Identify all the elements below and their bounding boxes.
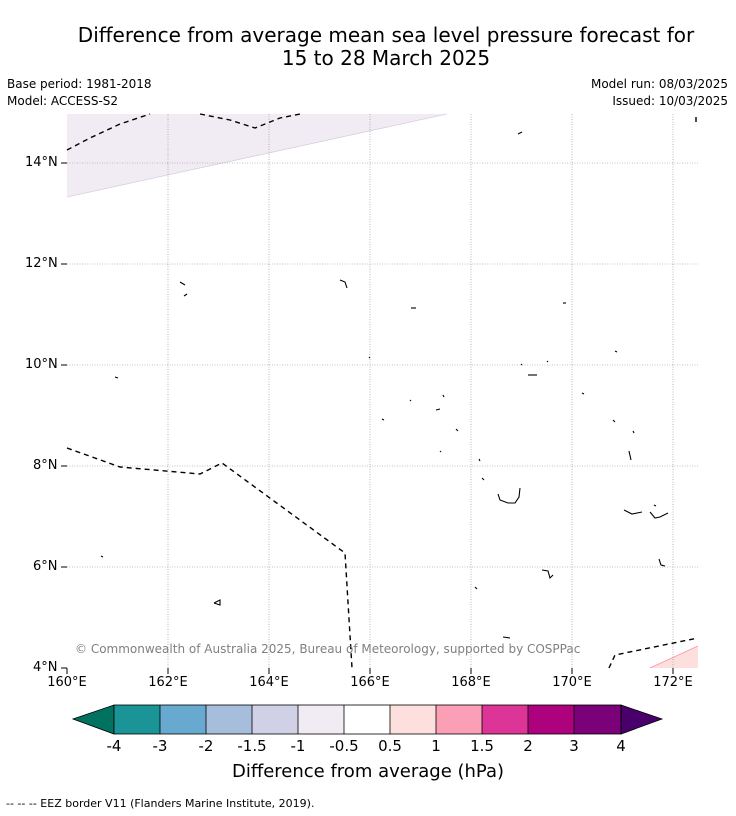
colorbar-high-extend xyxy=(620,704,664,735)
colorbar-tick-label: 1.5 xyxy=(470,737,494,755)
title-line-1: Difference from average mean sea level p… xyxy=(77,23,695,47)
colorbar-segment xyxy=(436,705,482,734)
colorbar-tick-label: -3 xyxy=(152,737,168,755)
title-line-2: 15 to 28 March 2025 xyxy=(281,46,491,70)
colorbar-segment xyxy=(528,705,574,734)
colorbar-tick-label: -2 xyxy=(198,737,214,755)
colorbar-tick-label: -4 xyxy=(106,737,122,755)
lon-tick-label: 170°E xyxy=(552,675,592,690)
colorbar-tick-label: 0.5 xyxy=(378,737,402,755)
colorbar-tick-label: 1 xyxy=(431,737,441,755)
lat-tick-label: 14°N xyxy=(25,155,58,170)
colorbar-segment xyxy=(252,705,298,734)
lat-tick-label: 4°N xyxy=(33,660,58,675)
colorbar-segment xyxy=(344,705,390,734)
eez-legend-text: -- -- -- EEZ border V11 (Flanders Marine… xyxy=(6,797,315,810)
islands xyxy=(100,131,669,639)
lat-tick-label: 8°N xyxy=(33,458,58,473)
lon-tick-label: 166°E xyxy=(350,675,390,690)
colorbar-segment xyxy=(160,705,206,734)
base-period-text: Base period: 1981-2018 xyxy=(7,77,152,91)
contour-line xyxy=(649,645,699,669)
contour-line-top xyxy=(66,113,448,198)
model-run-text: Model run: 08/03/2025 xyxy=(590,77,728,91)
lat-tick-label: 10°N xyxy=(25,357,58,372)
colorbar-segment xyxy=(574,705,621,734)
colorbar-tick-label: 4 xyxy=(616,737,626,755)
colorbar-low-extend xyxy=(71,704,115,735)
colorbar xyxy=(71,704,664,735)
colorbar-segment xyxy=(390,705,436,734)
gridlines xyxy=(67,114,698,668)
frame-ticks xyxy=(61,162,674,674)
colorbar-tick-label: 3 xyxy=(569,737,579,755)
colorbar-tick-label: 2 xyxy=(523,737,533,755)
colorbar-tick-label: -1.5 xyxy=(237,737,267,755)
colorbar-tick-label: -1 xyxy=(290,737,306,755)
colorbar-label: Difference from average (hPa) xyxy=(231,761,505,782)
eez-border xyxy=(66,113,699,669)
lon-tick-label: 164°E xyxy=(249,675,289,690)
colorbar-segment xyxy=(114,705,160,734)
lon-tick-label: 162°E xyxy=(148,675,188,690)
lat-tick-label: 12°N xyxy=(25,256,58,271)
lon-tick-label: 172°E xyxy=(653,675,693,690)
colorbar-segment xyxy=(206,705,252,734)
colorbar-segment xyxy=(482,705,528,734)
colorbar-tick-label: -0.5 xyxy=(329,737,359,755)
issued-text: Issued: 10/03/2025 xyxy=(612,94,728,108)
lon-tick-label: 160°E xyxy=(47,675,87,690)
colorbar-segment xyxy=(298,705,344,734)
lat-tick-label: 6°N xyxy=(33,559,58,574)
copyright-text: © Commonwealth of Australia 2025, Bureau… xyxy=(75,642,580,656)
lon-tick-label: 168°E xyxy=(451,675,491,690)
model-text: Model: ACCESS-S2 xyxy=(7,94,119,108)
